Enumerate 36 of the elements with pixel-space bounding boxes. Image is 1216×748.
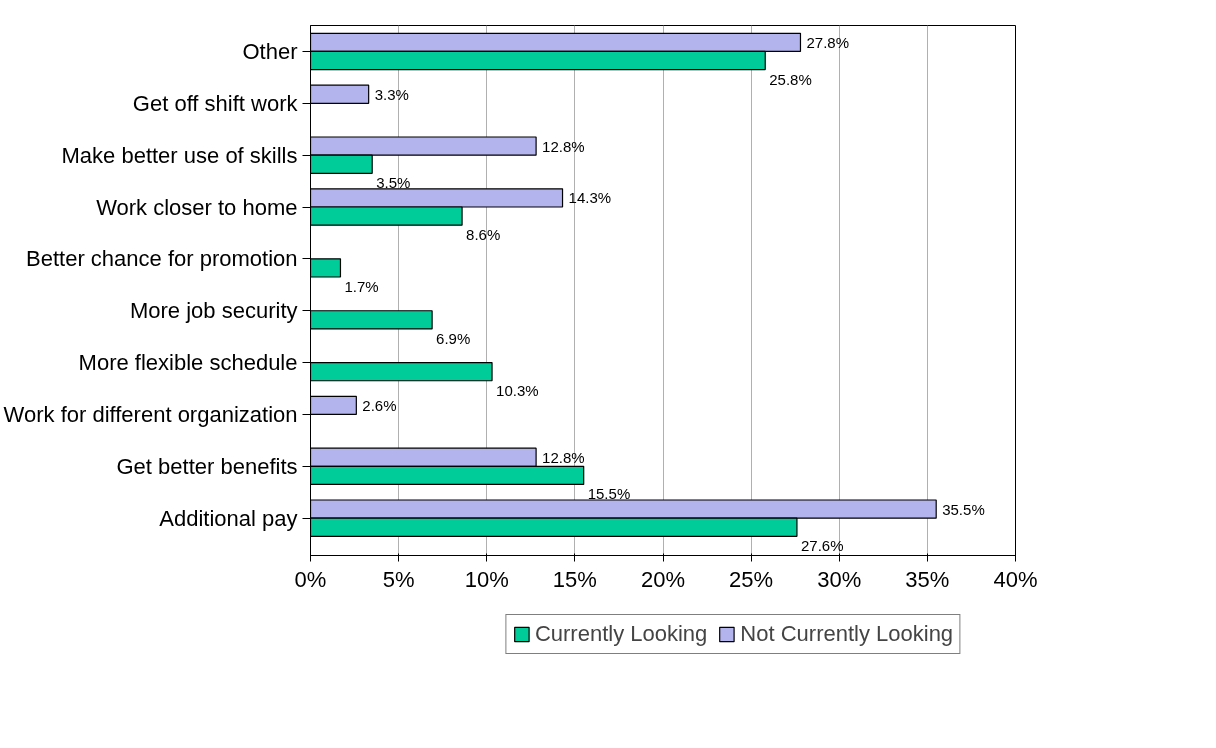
y-tick-label: Work for different organization bbox=[3, 401, 298, 427]
x-tick-label: 40% bbox=[993, 566, 1038, 592]
legend-label: Not Currently Looking bbox=[740, 621, 954, 647]
x-tick-label: 20% bbox=[640, 566, 686, 592]
x-tick-label: 5% bbox=[382, 566, 415, 592]
data-label: 25.8% bbox=[769, 70, 812, 88]
data-label: 1.7% bbox=[344, 278, 379, 296]
y-tick-label: More flexible schedule bbox=[78, 350, 298, 376]
data-label: 12.8% bbox=[542, 448, 585, 466]
x-tick-label: 0% bbox=[294, 566, 327, 592]
x-tick-label: 15% bbox=[552, 566, 597, 592]
data-label: 14.3% bbox=[568, 189, 612, 207]
data-label: 12.8% bbox=[542, 137, 585, 155]
data-label: 15.5% bbox=[587, 485, 631, 503]
data-label: 8.6% bbox=[466, 226, 501, 244]
y-tick-label: Additional pay bbox=[159, 505, 298, 531]
data-label: 27.8% bbox=[806, 33, 850, 51]
x-tick-label: 25% bbox=[729, 566, 774, 592]
y-tick-label: Other bbox=[242, 38, 298, 64]
x-tick-label: 30% bbox=[817, 566, 862, 592]
legend-label: Currently Looking bbox=[534, 621, 708, 647]
x-tick-label: 10% bbox=[464, 566, 509, 592]
y-tick-label: Better chance for promotion bbox=[26, 246, 298, 272]
y-tick-label: Get better benefits bbox=[116, 453, 298, 479]
data-label: 10.3% bbox=[496, 381, 539, 399]
y-tick-label: More job security bbox=[130, 298, 298, 324]
y-tick-label: Make better use of skills bbox=[61, 142, 298, 168]
x-tick-label: 35% bbox=[905, 566, 950, 592]
data-label: 3.3% bbox=[374, 85, 409, 103]
data-label: 3.5% bbox=[376, 174, 411, 192]
data-label: 2.6% bbox=[362, 396, 397, 414]
y-tick-label: Work closer to home bbox=[96, 194, 298, 220]
data-label: 6.9% bbox=[436, 329, 471, 347]
data-label: 35.5% bbox=[942, 500, 985, 518]
data-label: 27.6% bbox=[800, 537, 844, 555]
y-tick-label: Get off shift work bbox=[132, 90, 299, 116]
